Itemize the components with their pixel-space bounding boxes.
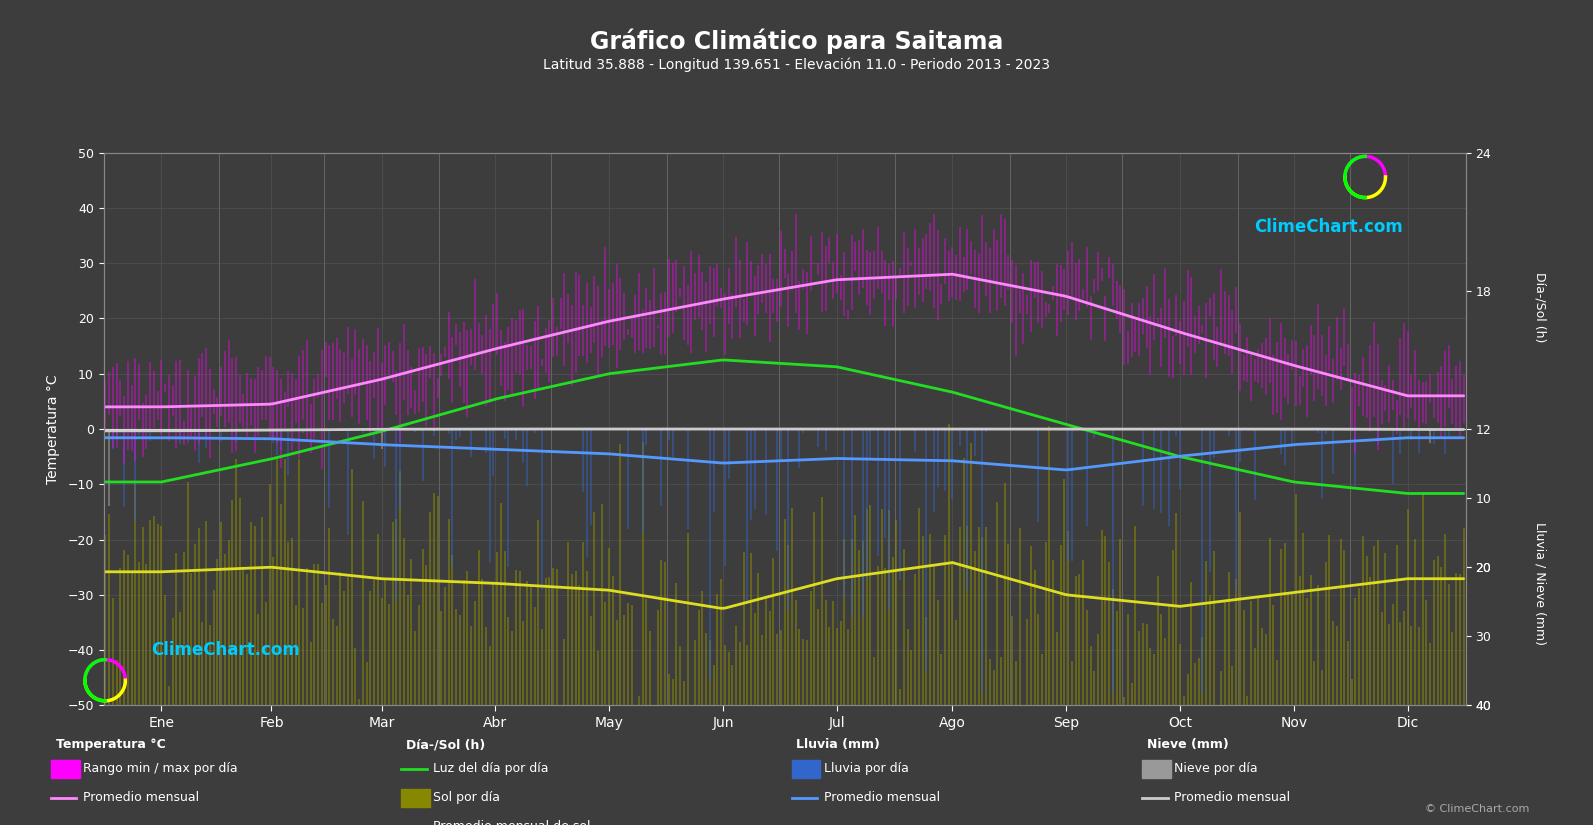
- Text: ClimeChart.com: ClimeChart.com: [1254, 219, 1403, 236]
- Text: Gráfico Climático para Saitama: Gráfico Climático para Saitama: [589, 29, 1004, 54]
- Text: Lluvia / Nieve (mm): Lluvia / Nieve (mm): [1534, 522, 1547, 645]
- Text: Latitud 35.888 - Longitud 139.651 - Elevación 11.0 - Periodo 2013 - 2023: Latitud 35.888 - Longitud 139.651 - Elev…: [543, 58, 1050, 73]
- Text: Lluvia (mm): Lluvia (mm): [796, 738, 881, 752]
- Text: Lluvia por día: Lluvia por día: [824, 762, 908, 776]
- Y-axis label: Temperatura °C: Temperatura °C: [46, 375, 61, 483]
- Text: © ClimeChart.com: © ClimeChart.com: [1424, 804, 1529, 814]
- Text: Temperatura °C: Temperatura °C: [56, 738, 166, 752]
- Text: Nieve (mm): Nieve (mm): [1147, 738, 1228, 752]
- Text: Luz del día por día: Luz del día por día: [433, 762, 550, 776]
- Text: Nieve por día: Nieve por día: [1174, 762, 1257, 776]
- Text: Rango min / max por día: Rango min / max por día: [83, 762, 237, 776]
- Text: Sol por día: Sol por día: [433, 791, 500, 804]
- Text: Promedio mensual: Promedio mensual: [1174, 791, 1290, 804]
- Text: Promedio mensual de sol: Promedio mensual de sol: [433, 820, 591, 825]
- Text: Promedio mensual: Promedio mensual: [824, 791, 940, 804]
- Text: Día-/Sol (h): Día-/Sol (h): [1534, 272, 1547, 342]
- Text: Promedio mensual: Promedio mensual: [83, 791, 199, 804]
- Text: Día-/Sol (h): Día-/Sol (h): [406, 738, 486, 752]
- Text: ClimeChart.com: ClimeChart.com: [151, 641, 299, 659]
